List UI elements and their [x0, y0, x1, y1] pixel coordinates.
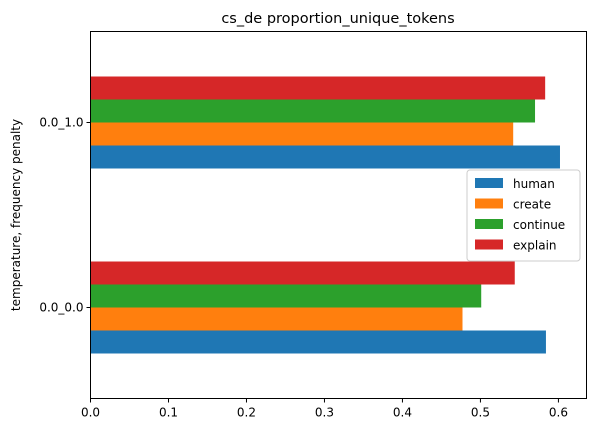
- legend-label-human: human: [513, 177, 555, 191]
- y-tick-label: 0.0_1.0: [39, 116, 83, 130]
- bars-group: [90, 76, 560, 354]
- x-tick-label: 0.2: [237, 406, 256, 420]
- y-axis-label: temperature, frequency penalty: [9, 119, 23, 311]
- bar-create-0.0_1.0: [90, 122, 514, 146]
- legend-label-continue: continue: [513, 218, 565, 232]
- x-axis: 0.0 0.1 0.2 0.3 0.4 0.5 0.6: [81, 398, 568, 420]
- legend-swatch-create: [475, 198, 503, 209]
- bar-human-0.0_1.0: [90, 145, 560, 169]
- bar-explain-0.0_1.0: [90, 76, 546, 100]
- x-tick-label: 0.3: [315, 406, 334, 420]
- bar-human-0.0_0.0: [90, 330, 546, 354]
- bar-continue-0.0_1.0: [90, 99, 536, 123]
- x-tick-label: 0.6: [549, 406, 568, 420]
- y-axis: 0.0_0.0 0.0_1.0: [39, 116, 91, 315]
- y-tick-label: 0.0_0.0: [39, 301, 83, 315]
- x-tick-label: 0.0: [81, 406, 100, 420]
- legend-label-explain: explain: [513, 239, 557, 253]
- legend-swatch-continue: [475, 219, 503, 229]
- chart-title: cs_de proportion_unique_tokens: [221, 11, 454, 27]
- legend-swatch-human: [475, 178, 503, 188]
- x-tick-label: 0.4: [393, 406, 412, 420]
- bar-create-0.0_0.0: [90, 307, 463, 331]
- legend-label-create: create: [513, 198, 551, 212]
- x-tick-label: 0.5: [471, 406, 490, 420]
- legend: human create continue explain: [466, 169, 581, 262]
- bar-explain-0.0_0.0: [90, 261, 515, 285]
- legend-box: [466, 169, 581, 262]
- x-tick-label: 0.1: [159, 406, 178, 420]
- bar-continue-0.0_0.0: [90, 284, 482, 308]
- legend-swatch-explain: [475, 239, 503, 250]
- plot-frame: [90, 31, 587, 399]
